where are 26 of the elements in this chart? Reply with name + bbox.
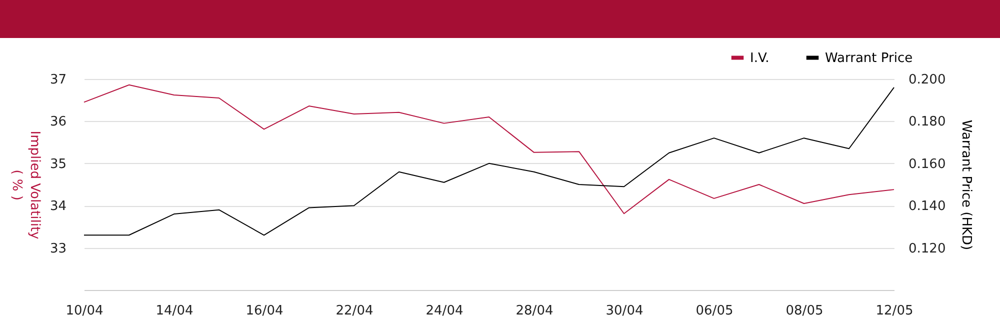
y-tick-label: 36 (50, 114, 66, 130)
x-tick-label: 08/05 (786, 304, 824, 318)
y2-tick-label: 0.140 (908, 199, 946, 214)
x-tick-label: 12/05 (876, 304, 914, 318)
y2-axis-title: Warrant Price (HKD) (958, 120, 974, 250)
x-tick-label: 24/04 (426, 304, 464, 318)
y2-tick-label: 0.200 (908, 72, 946, 88)
x-tick-label: 14/04 (156, 304, 194, 318)
x-tick-label: 30/04 (606, 304, 644, 318)
x-tick-label: 06/05 (696, 304, 734, 318)
x-tick-label: 16/04 (246, 304, 284, 318)
line-series (84, 84, 894, 214)
legend-label: Warrant Price (825, 50, 913, 66)
y-axis-title: Implied Volatility ( % ) (8, 130, 42, 240)
legend-label: I.V. (750, 50, 770, 66)
y2-tick-label: 0.160 (908, 156, 946, 172)
y2-tick-label: 0.180 (908, 114, 946, 130)
y-tick-label: 34 (50, 199, 66, 214)
x-tick-label: 28/04 (516, 304, 554, 318)
y-tick-label: 37 (50, 72, 66, 88)
line-series (84, 86, 894, 236)
y-tick-label: 35 (50, 156, 66, 172)
x-tick-label: 22/04 (336, 304, 374, 318)
x-tick-label: 10/04 (66, 304, 104, 318)
y-tick-label: 33 (50, 241, 66, 256)
y2-tick-label: 0.120 (908, 241, 946, 256)
